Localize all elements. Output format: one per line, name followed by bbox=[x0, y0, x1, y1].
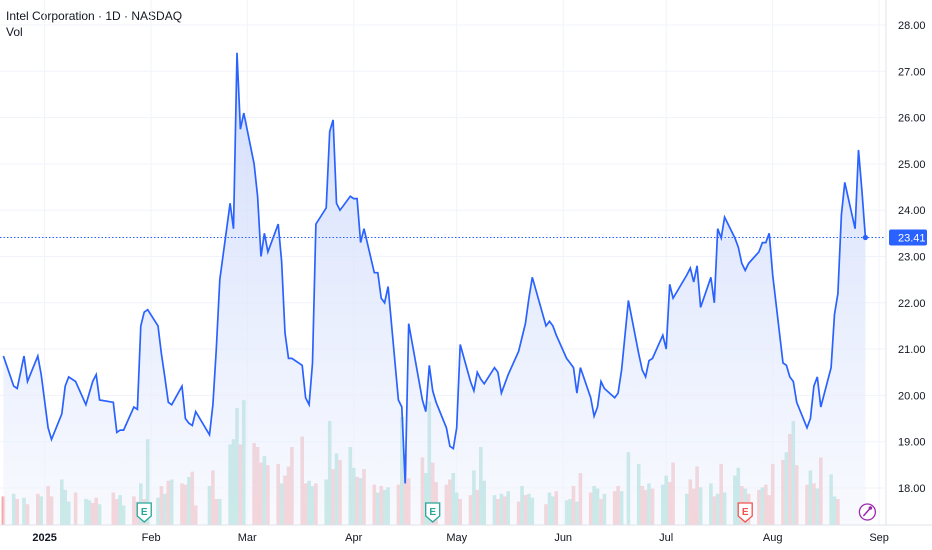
time-tick-label: Apr bbox=[345, 532, 362, 544]
time-tick-label: Mar bbox=[238, 532, 257, 544]
price-tick-label: 21.00 bbox=[898, 344, 926, 356]
earnings-badge-letter: E bbox=[742, 507, 749, 518]
price-tick-label: 18.00 bbox=[898, 483, 926, 495]
price-tick-label: 27.00 bbox=[898, 66, 926, 78]
last-price-marker bbox=[862, 234, 868, 241]
price-area bbox=[3, 52, 866, 526]
last-price-tag: 23.41 bbox=[889, 229, 927, 246]
time-tick-label: Jul bbox=[659, 532, 673, 544]
dividend-icon-dot bbox=[868, 506, 873, 510]
time-tick-label: 2025 bbox=[32, 532, 56, 544]
price-tick-label: 19.00 bbox=[898, 437, 926, 449]
last-price-tag-bg bbox=[889, 229, 927, 246]
price-tick-label: 23.00 bbox=[898, 252, 926, 264]
earnings-icon: E bbox=[136, 502, 152, 523]
earnings-badge-shape bbox=[425, 502, 441, 523]
price-tick-label: 26.00 bbox=[898, 113, 926, 125]
time-tick-label: Feb bbox=[142, 532, 161, 544]
time-tick-label: Aug bbox=[763, 532, 783, 544]
price-line bbox=[2, 52, 867, 484]
chart-title: Intel Corporation · 1D · NASDAQ bbox=[6, 9, 183, 23]
time-tick-label: Sep bbox=[869, 532, 889, 544]
time-tick-label: May bbox=[446, 532, 467, 544]
volume-label: Vol bbox=[6, 25, 23, 39]
earnings-badge-shape bbox=[136, 502, 152, 523]
time-tick-label: Jun bbox=[554, 532, 572, 544]
price-tick-label: 28.00 bbox=[898, 20, 926, 32]
earnings-icon: E bbox=[737, 502, 753, 523]
price-tick-label: 24.00 bbox=[898, 205, 926, 217]
last-price-tag-label: 23.41 bbox=[898, 233, 926, 245]
earnings-badge-letter: E bbox=[429, 507, 436, 518]
time-axis[interactable]: 2025 Feb Mar Apr May Jun Jul Aug Sep bbox=[0, 524, 932, 544]
earnings-badge-letter: E bbox=[141, 507, 148, 518]
price-axis[interactable]: 28.00 27.00 26.00 25.00 24.00 23.00 22.00 21.00… bbox=[885, 0, 926, 525]
price-tick-label: 20.00 bbox=[898, 390, 926, 402]
earnings-badge-shape bbox=[737, 502, 753, 523]
earnings-icon: E bbox=[425, 502, 441, 523]
price-tick-label: 22.00 bbox=[898, 298, 926, 310]
price-tick-label: 25.00 bbox=[898, 159, 926, 171]
dividend-icon bbox=[858, 503, 877, 521]
